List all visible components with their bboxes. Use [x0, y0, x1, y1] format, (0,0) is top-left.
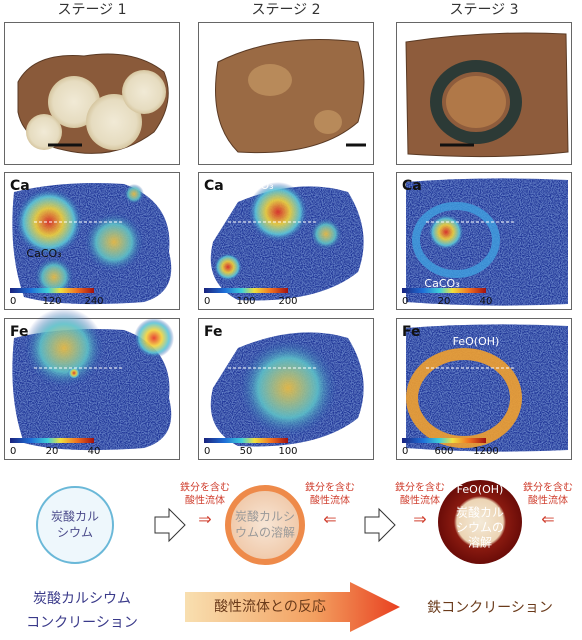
stage2-text: ウムの溶解	[235, 525, 295, 540]
stage2-text: 炭酸カルシ	[235, 509, 295, 524]
concentration-zone	[310, 218, 342, 250]
column-title: ステージ 1	[57, 2, 126, 18]
annotation: CaCO₃	[238, 179, 273, 192]
colorbar-tick: 100	[278, 446, 297, 457]
fluid-label: 鉄分を含む	[523, 481, 573, 494]
element-label: Ca	[10, 178, 30, 194]
fluid-label: 酸性流体	[528, 494, 568, 507]
colorbar-tick: 200	[278, 296, 297, 307]
element-label: Fe	[204, 324, 223, 340]
column-title: ステージ 2	[251, 2, 320, 18]
concentration-zone	[238, 338, 338, 438]
fluid-label: 鉄分を含む	[305, 481, 355, 494]
core	[446, 76, 506, 128]
panel: Fe FeO(OH) 0 600 1200	[396, 318, 572, 460]
panel	[396, 22, 572, 165]
fluid-arrow: ⇐	[541, 510, 554, 529]
calcite-zone	[86, 94, 142, 150]
fluid-arrow: ⇒	[413, 510, 426, 529]
colorbar-tick: 0	[10, 296, 16, 307]
element-label: Fe	[10, 324, 29, 340]
colorbar	[204, 438, 288, 443]
calcite-zone	[122, 70, 166, 114]
concentration-zone	[134, 318, 174, 358]
colorbar-tick: 0	[204, 446, 210, 457]
stage2-circle	[225, 485, 305, 565]
concentration-zone	[34, 257, 74, 297]
panel: Fe 0 50 100	[198, 318, 374, 460]
fluid-label: 鉄分を含む	[395, 481, 445, 494]
stage3-text: 溶解	[468, 535, 492, 550]
annotation: CaCO₃	[424, 277, 459, 290]
panel: Ca CaCO₃ 0 20 40	[396, 172, 572, 310]
panel: Fe 0 20 40	[4, 308, 180, 460]
colorbar	[204, 288, 288, 293]
concentration-zone	[84, 212, 144, 272]
stage1-text: 炭酸カル	[51, 509, 99, 524]
colorbar-tick: 0	[402, 446, 408, 457]
colorbar-tick: 100	[236, 296, 255, 307]
panel: Ca CaCO₃ 0 120 240	[4, 172, 180, 310]
colorbar-tick: 40	[480, 296, 493, 307]
fluid-label: 酸性流体	[400, 494, 440, 507]
calcite-zone	[314, 110, 342, 134]
concentration-zone	[214, 253, 242, 281]
stage3-text: 炭酸カル	[456, 505, 504, 520]
colorbar-tick: 20	[438, 296, 451, 307]
concentration-zone	[24, 308, 104, 388]
fluid-arrow: ⇒	[198, 510, 211, 529]
concentration-zone	[428, 214, 464, 250]
element-label: Ca	[402, 178, 422, 194]
stage3-text: シウムの	[456, 521, 504, 535]
colorbar	[402, 288, 486, 293]
element-label: Ca	[204, 178, 224, 194]
fluid-arrow: ⇐	[323, 510, 336, 529]
colorbar-tick: 0	[204, 296, 210, 307]
left-label: 炭酸カルシウム	[33, 591, 131, 607]
stage1-text: シウム	[57, 526, 93, 540]
annotation: FeO(OH)	[453, 335, 500, 348]
colorbar-tick: 50	[240, 446, 253, 457]
iron-ring	[430, 60, 522, 144]
reaction-arrow	[185, 582, 400, 632]
ca-ring	[412, 202, 500, 278]
right-label: 鉄コンクリーション	[427, 600, 553, 616]
calcite-zone	[26, 114, 62, 150]
colorbar-tick: 120	[42, 296, 61, 307]
stage3-circle	[438, 480, 522, 564]
panel	[198, 22, 374, 165]
element-label: Fe	[402, 324, 421, 340]
colorbar-tick: 0	[402, 296, 408, 307]
left-label: コンクリーション	[26, 615, 138, 631]
concentration-zone	[124, 184, 144, 204]
colorbar	[10, 438, 94, 443]
fluid-label: 酸性流体	[310, 494, 350, 507]
fluid-label: 酸性流体	[185, 494, 225, 507]
panel	[4, 22, 180, 165]
concentration-zone	[68, 367, 80, 379]
calcite-zone	[248, 64, 292, 96]
concentration-zone	[248, 182, 308, 242]
column-title: ステージ 3	[449, 2, 518, 18]
colorbar-tick: 1200	[473, 446, 498, 457]
annotation: CaCO₃	[26, 247, 61, 260]
arrow-label: 酸性流体との反応	[214, 599, 326, 615]
stage1-circle	[36, 486, 114, 564]
colorbar-tick: 0	[10, 446, 16, 457]
open-arrow	[154, 507, 186, 543]
fluid-label: 鉄分を含む	[180, 481, 230, 494]
panel: Ca CaCO₃ 0 100 200	[198, 172, 374, 310]
rim-label: FeO(OH)	[457, 483, 504, 496]
colorbar-tick: 40	[88, 446, 101, 457]
colorbar	[402, 438, 486, 443]
colorbar-tick: 600	[434, 446, 453, 457]
colorbar	[10, 288, 94, 293]
colorbar-tick: 240	[84, 296, 103, 307]
open-arrow	[364, 507, 396, 543]
colorbar-tick: 20	[46, 446, 59, 457]
